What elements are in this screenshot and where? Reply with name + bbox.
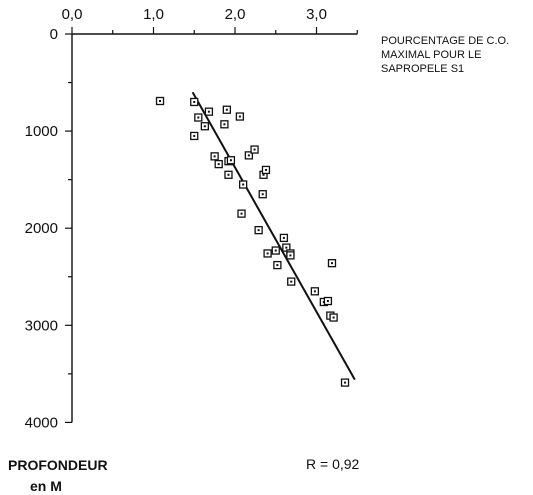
data-point-dot	[344, 381, 347, 384]
data-point	[190, 97, 199, 107]
data-point	[279, 233, 289, 243]
data-point-dot	[227, 173, 230, 176]
data-point	[273, 260, 282, 270]
data-point	[310, 287, 320, 296]
data-point	[250, 145, 259, 154]
data-point	[194, 113, 203, 122]
x-tick-label: 3,0	[306, 6, 327, 23]
data-point-dot	[240, 212, 243, 215]
regression-line	[191, 91, 356, 381]
data-point	[340, 378, 350, 387]
data-point	[238, 180, 248, 189]
data-point-dot	[197, 116, 200, 119]
correlation-label: R = 0,92	[306, 456, 360, 472]
data-point	[271, 246, 280, 255]
data-point-dot	[330, 262, 333, 265]
data-point-dot	[266, 252, 269, 255]
data-point-dot	[238, 115, 241, 118]
data-point-dot	[261, 193, 264, 196]
data-point	[261, 165, 271, 175]
data-point	[226, 156, 236, 165]
x-tick-label: 2,0	[225, 6, 246, 23]
points-layer	[155, 96, 350, 387]
data-point	[286, 251, 295, 260]
data-point-dot	[274, 249, 277, 252]
data-point	[329, 313, 338, 322]
data-point	[155, 96, 165, 106]
data-point-dot	[282, 236, 285, 239]
x-tick-label: 1,0	[143, 6, 164, 23]
data-point	[200, 122, 209, 131]
y-tick-label: 4000	[25, 414, 58, 431]
data-point-dot	[193, 100, 196, 103]
axes	[71, 33, 358, 423]
y-tick-label: 1000	[25, 123, 58, 140]
data-point-dot	[290, 280, 293, 283]
data-point-dot	[247, 154, 250, 157]
y-tick-label: 2000	[25, 220, 58, 237]
data-point-dot	[159, 99, 162, 102]
data-point	[222, 105, 232, 114]
data-point	[287, 277, 296, 286]
y-ticks: 0 1000 2000 3000 4000	[25, 26, 72, 431]
data-point-dot	[193, 134, 196, 137]
data-point-dot	[326, 300, 329, 303]
data-point-dot	[217, 163, 220, 166]
annotation-line-3: SAPROPELE S1	[381, 63, 464, 75]
data-point-dot	[313, 290, 316, 293]
data-point-dot	[229, 159, 232, 162]
data-point-dot	[225, 108, 228, 111]
data-point-dot	[276, 264, 279, 267]
x-tick-label: 0,0	[62, 6, 83, 23]
data-point-dot	[223, 123, 226, 126]
data-point	[224, 170, 233, 179]
y-axis-title-line-2: en M	[30, 478, 62, 494]
data-point	[214, 159, 223, 169]
data-point	[258, 190, 267, 199]
data-point-dot	[289, 254, 292, 257]
data-point-dot	[262, 173, 265, 176]
x-ticks: 0,0 1,0 2,0 3,0	[62, 6, 358, 34]
fit-layer	[191, 91, 356, 381]
data-point-dot	[253, 148, 256, 151]
data-point-dot	[264, 168, 267, 171]
data-point-dot	[257, 229, 260, 232]
data-point	[254, 225, 263, 235]
data-point	[323, 296, 333, 306]
data-point-dot	[213, 155, 216, 158]
data-point	[263, 249, 272, 258]
data-point	[190, 131, 199, 141]
data-point-dot	[332, 316, 335, 319]
y-tick-label: 0	[50, 26, 58, 43]
data-point	[210, 152, 219, 161]
data-point-dot	[207, 110, 210, 113]
data-point	[237, 209, 246, 218]
y-tick-label: 3000	[25, 317, 58, 334]
data-point	[204, 107, 214, 116]
data-point	[327, 259, 337, 268]
data-point	[220, 120, 229, 129]
y-axis-title-line-1: PROFONDEUR	[8, 457, 108, 473]
data-point-dot	[203, 125, 206, 128]
data-point-dot	[242, 183, 245, 186]
data-point	[244, 151, 254, 160]
data-point-dot	[285, 246, 288, 249]
annotation-line-1: POURCENTAGE DE C.O.	[381, 35, 509, 47]
annotation-line-2: MAXIMAL POUR LE	[381, 49, 481, 61]
data-point	[235, 112, 245, 121]
